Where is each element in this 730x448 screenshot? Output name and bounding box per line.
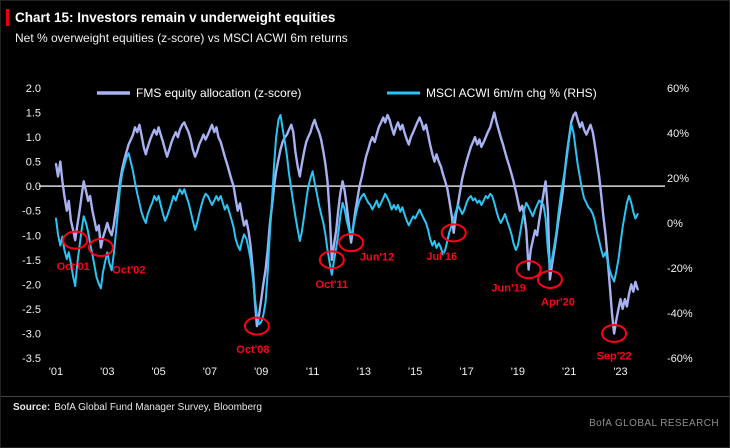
x-axis-tick: '13 xyxy=(357,366,371,378)
annotation-label: Jun'19 xyxy=(491,283,525,295)
left-axis-tick: -1.5 xyxy=(22,255,41,267)
source-label: Source: xyxy=(13,402,51,413)
legend-label-0: FMS equity allocation (z-score) xyxy=(136,86,301,100)
x-axis-tick: '19 xyxy=(511,366,525,378)
x-axis-tick: '01 xyxy=(49,366,63,378)
x-axis-tick: '09 xyxy=(254,366,268,378)
footer-divider xyxy=(1,396,729,397)
right-axis-tick: -40% xyxy=(667,308,693,320)
annotation-label: Oct'01 xyxy=(57,261,90,273)
annotation-circle xyxy=(515,260,542,280)
left-axis-tick: 1.0 xyxy=(26,132,41,144)
left-axis-tick: -3.0 xyxy=(22,328,41,340)
right-axis-tick: 60% xyxy=(667,83,689,95)
annotation-label: Oct'02 xyxy=(112,265,145,277)
annotation-label: Oct'11 xyxy=(316,279,349,291)
x-axis-tick: '03 xyxy=(100,366,114,378)
x-axis-tick: '15 xyxy=(408,366,422,378)
x-axis-tick: '17 xyxy=(459,366,473,378)
left-axis-tick: -2.0 xyxy=(22,279,41,291)
annotation-label: Jun'12 xyxy=(360,252,394,264)
annotation-label: Sep'22 xyxy=(597,350,632,362)
chart-header: Chart 15: Investors remain v underweight… xyxy=(1,1,729,55)
left-axis-tick: 1.5 xyxy=(26,108,41,120)
left-axis-tick: 2.0 xyxy=(26,83,41,95)
right-axis-tick: 0% xyxy=(667,218,683,230)
right-axis-tick: 40% xyxy=(667,128,689,140)
x-axis-tick: '23 xyxy=(613,366,627,378)
annotation-circle xyxy=(318,250,345,270)
right-axis-tick: 20% xyxy=(667,173,689,185)
right-axis-tick: -20% xyxy=(667,263,693,275)
plot-area: Oct'01 Oct'02 Oct'08 Oct'11 Jun'12 Jul'16 Jun'… xyxy=(22,83,693,378)
annotation-label: Jul'16 xyxy=(426,251,457,263)
left-axis-tick: -2.5 xyxy=(22,304,41,316)
annotation-circle xyxy=(536,269,563,289)
left-axis-tick: -1.0 xyxy=(22,230,41,242)
x-axis-tick: '05 xyxy=(151,366,165,378)
left-axis-tick: -3.5 xyxy=(22,353,41,365)
x-axis-tick: '07 xyxy=(203,366,217,378)
chart-subtitle: Net % overweight equities (z-score) vs M… xyxy=(15,31,348,45)
legend-label-1: MSCI ACWI 6m/m chg % (RHS) xyxy=(426,86,597,100)
left-axis-tick: -0.5 xyxy=(22,206,41,218)
annotation-circle xyxy=(243,316,270,336)
annotation-circle xyxy=(62,230,89,250)
annotation-circle xyxy=(338,233,365,253)
source-text: BofA Global Fund Manager Survey, Bloombe… xyxy=(54,402,262,413)
x-axis-tick: '11 xyxy=(306,366,320,378)
annotation-circle xyxy=(440,223,467,243)
brand-text: BofA GLOBAL RESEARCH xyxy=(589,418,719,429)
series-line-0 xyxy=(54,111,639,335)
left-axis-tick: 0.0 xyxy=(26,181,41,193)
chart-title: Chart 15: Investors remain v underweight… xyxy=(15,10,336,25)
annotation-circle xyxy=(87,238,114,258)
right-axis-tick: -60% xyxy=(667,353,693,365)
series-line-1 xyxy=(55,114,639,326)
annotation-circle xyxy=(601,323,628,343)
x-axis-tick: '21 xyxy=(562,366,576,378)
left-axis-tick: 0.5 xyxy=(26,157,41,169)
annotation-label: Oct'08 xyxy=(236,344,269,356)
annotation-label: Apr'20 xyxy=(541,296,575,308)
source-line: Source: BofA Global Fund Manager Survey, … xyxy=(1,401,729,414)
red-accent-bar xyxy=(6,9,9,26)
